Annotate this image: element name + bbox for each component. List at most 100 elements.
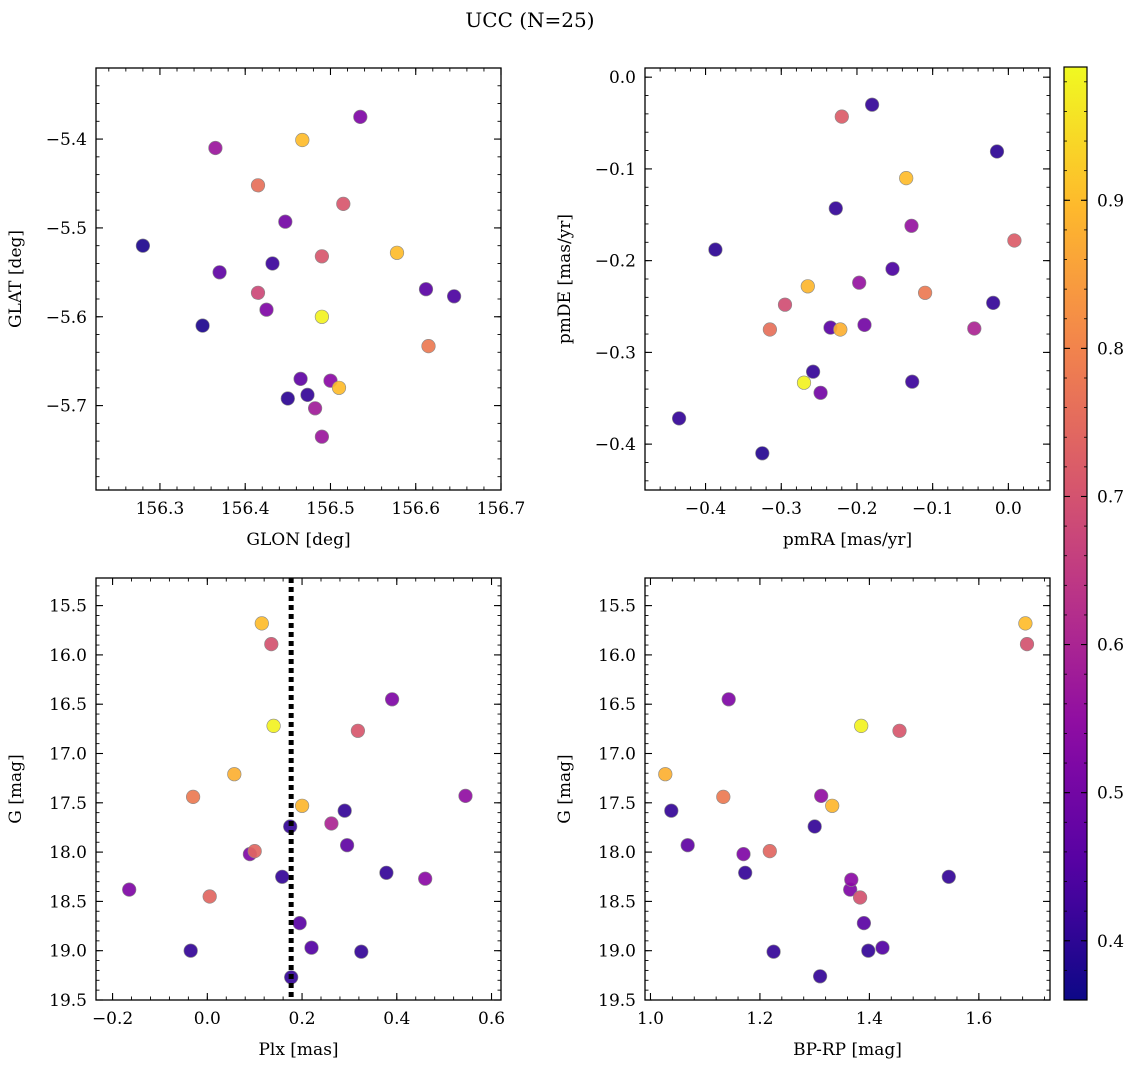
scatter-point [250,178,266,193]
y-tick-label: 18.5 [598,892,636,912]
scatter-point [421,339,436,354]
scatter-point [259,302,274,317]
y-axis-label: G [mag] [555,754,575,823]
y-tick-label: 19.5 [49,991,87,1011]
y-tick-label: 16.0 [49,646,87,666]
y-tick-label: 15.5 [598,597,636,617]
scatter-point [389,245,405,260]
x-tick-label: 1.4 [856,1009,883,1029]
scatter-point [814,788,829,804]
scatter-point [892,723,907,738]
scatter-point [716,789,731,805]
scatter-point [275,869,290,884]
y-tick-label: 16.5 [598,695,636,715]
y-tick-label: 18.0 [598,843,636,863]
scatter-point [905,374,920,389]
y-tick-label: 18.5 [49,892,87,912]
colorbar-gradient [1063,66,1088,1001]
scatter-point [941,869,956,884]
axes-frame [95,67,502,491]
scatter-point [295,132,310,148]
scatter-point [122,882,137,897]
scatter-point [854,718,869,734]
panel-1: 156.3 156.4 156.5 156.6 156.7 −5.4 −5.5 −5.6 −5.… [6,67,525,550]
scatter-point [202,889,217,904]
scatter-point [708,242,723,257]
scatter-point [195,318,210,333]
scatter-point [738,865,753,880]
scatter-point [353,109,368,124]
y-axis-label: G [mag] [6,754,26,823]
scatter-points [122,616,473,985]
y-tick-label: 18.0 [49,843,87,863]
y-tick-label: 19.5 [598,991,636,1011]
x-tick-label: 0.2 [289,1009,316,1029]
y-tick-label: 17.0 [598,745,636,765]
scatter-point [266,718,281,734]
scatter-point [664,803,679,818]
y-tick-label: −0.4 [595,435,636,455]
x-tick-label: 1.0 [637,1009,664,1029]
y-axis-label: pmDE [mas/yr] [555,214,575,344]
panel-2: −0.4 −0.3 −0.2 −0.1 0.0 0.0 −0.1 −0.2 −0.3 −0.4 pm… [555,67,1051,550]
scatter-point [864,97,880,112]
colorbar: 0.4 0.5 0.6 0.7 0.8 0.9 [1063,66,1124,1001]
scatter-point [721,692,736,707]
scatter-point [766,944,781,959]
scatter-point [1018,616,1033,631]
y-tick-label: −5.6 [46,308,87,328]
scatter-point [379,865,394,880]
scatter-point [186,789,201,805]
scatter-point [458,788,473,804]
x-tick-label: −0.3 [761,499,802,519]
scatter-point [293,371,308,387]
x-axis-label: GLON [deg] [246,530,350,550]
colorbar-tick-label: 0.5 [1097,784,1124,804]
colorbar-tick-label: 0.4 [1097,932,1124,952]
x-tick-label: 156.4 [221,499,270,519]
scatter-point [292,915,307,931]
scatter-point [986,295,1001,311]
scatter-point [278,214,293,229]
scatter-point [857,317,872,333]
scatter-point [304,940,319,955]
y-tick-label: 19.0 [598,942,636,962]
y-tick-label: −5.4 [46,130,87,150]
colorbar-tick-label: 0.6 [1097,636,1124,656]
x-tick-label: 0.0 [995,499,1022,519]
scatter-point [337,803,352,818]
x-tick-label: 0.6 [478,1009,505,1029]
scatter-point [813,385,828,400]
scatter-point [800,279,815,294]
scatter-point [340,838,355,853]
scatter-point [861,943,876,958]
y-tick-label: −5.7 [46,397,87,417]
scatter-point [183,943,198,958]
x-tick-label: 156.5 [306,499,355,519]
x-tick-label: −0.1 [912,499,953,519]
scatter-point [250,285,266,300]
scatter-point [1007,233,1022,248]
scatter-point [314,309,330,324]
scatter-point [671,411,687,426]
scatter-point [762,843,777,859]
scatter-point [833,322,848,337]
scatter-points [658,616,1035,984]
x-tick-label: −0.2 [836,499,877,519]
scatter-point [834,109,849,124]
scatter-point [314,429,330,444]
scatter-point [212,265,227,280]
y-tick-label: −0.1 [595,160,636,180]
scatter-points [671,97,1022,461]
x-tick-label: 156.3 [136,499,185,519]
x-axis-label: Plx [mas] [258,1040,338,1060]
axes-frame [95,577,502,1001]
x-tick-label: 1.2 [746,1009,773,1029]
y-tick-label: 19.0 [49,942,87,962]
scatter-point [247,843,262,859]
scatter-point [314,249,330,264]
scatter-point [736,846,751,862]
y-tick-label: 17.5 [598,794,636,814]
x-axis-label: pmRA [mas/yr] [783,530,912,550]
scatter-point [280,391,295,406]
